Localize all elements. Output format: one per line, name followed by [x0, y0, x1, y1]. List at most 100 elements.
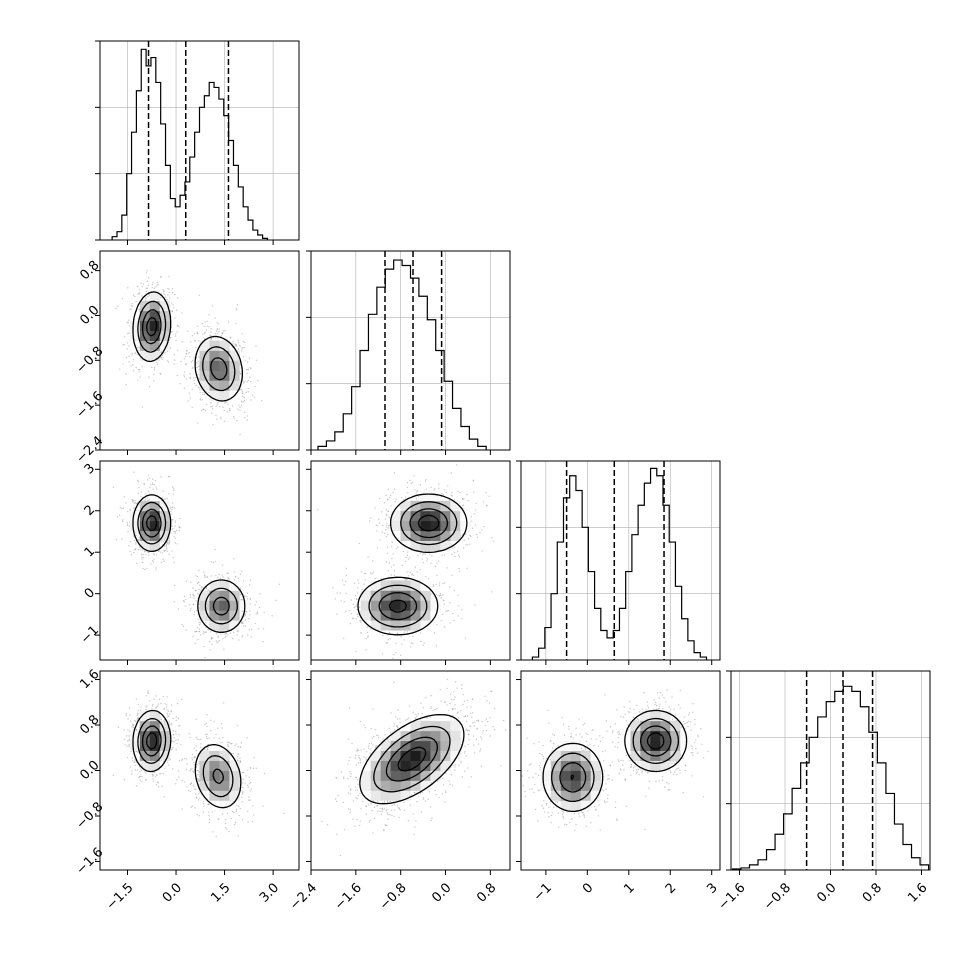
scatter-point — [194, 807, 196, 809]
scatter-point — [393, 654, 395, 656]
scatter-point — [210, 402, 212, 404]
scatter-point — [283, 812, 285, 815]
scatter-point — [139, 775, 141, 778]
scatter-point — [156, 281, 159, 284]
scatter-point — [153, 698, 155, 700]
scatter-point — [227, 577, 230, 579]
scatter-point — [206, 725, 208, 728]
scatter-point — [393, 574, 395, 577]
scatter-point — [117, 726, 120, 728]
scatter-point — [442, 594, 444, 596]
scatter-point — [128, 545, 130, 547]
scatter-point — [194, 340, 196, 342]
scatter-point — [181, 758, 184, 760]
scatter-point — [244, 613, 246, 615]
scatter-point — [218, 818, 220, 820]
scatter-point — [387, 638, 389, 641]
scatter-point — [198, 588, 200, 591]
scatter-point — [203, 805, 205, 808]
scatter-point — [238, 404, 240, 406]
scatter-point — [453, 499, 456, 501]
scatter-point — [216, 576, 219, 579]
scatter-point — [145, 272, 148, 274]
scatter-point — [246, 736, 248, 739]
scatter-point — [379, 539, 381, 541]
scatter-point — [168, 291, 171, 293]
scatter-point — [431, 555, 433, 557]
scatter-point — [221, 332, 223, 335]
scatter-point — [164, 352, 166, 354]
scatter-point — [196, 582, 199, 585]
scatter-point — [395, 548, 398, 550]
scatter-point — [224, 822, 227, 825]
scatter-point — [148, 277, 150, 279]
scatter-point — [240, 389, 242, 391]
scatter-point — [251, 820, 254, 823]
scatter-point — [245, 775, 247, 777]
scatter-point — [167, 287, 169, 290]
scatter-point — [231, 405, 234, 407]
scatter-point — [222, 576, 224, 578]
scatter-point — [155, 706, 158, 708]
scatter-point — [156, 705, 159, 707]
scatter-point — [241, 621, 244, 623]
scatter-point — [139, 779, 141, 781]
scatter-point — [242, 380, 244, 382]
scatter-point — [196, 813, 198, 816]
scatter-point — [177, 717, 180, 719]
scatter-point — [196, 778, 199, 780]
scatter-point — [210, 406, 212, 408]
scatter-point — [194, 575, 197, 577]
scatter-point — [425, 575, 427, 578]
scatter-point — [192, 587, 194, 589]
scatter-point — [466, 567, 468, 570]
scatter-point — [197, 618, 199, 620]
scatter-point — [247, 379, 250, 382]
scatter-point — [195, 718, 197, 720]
scatter-point — [388, 631, 391, 634]
scatter-point — [234, 744, 236, 747]
scatter-point — [194, 642, 196, 645]
scatter-point — [147, 554, 150, 557]
scatter-point — [241, 390, 244, 393]
scatter-point — [164, 498, 166, 500]
scatter-point — [173, 740, 175, 743]
scatter-point — [249, 598, 252, 600]
scatter-point — [254, 604, 256, 606]
scatter-point — [227, 634, 229, 636]
scatter-point — [385, 509, 387, 511]
scatter-point — [175, 739, 177, 741]
scatter-point — [126, 523, 129, 525]
scatter-point — [203, 408, 205, 411]
scatter-point — [136, 769, 139, 771]
scatter-point — [115, 538, 118, 541]
scatter-point — [134, 500, 136, 502]
scatter-point — [166, 542, 168, 545]
scatter-point — [183, 600, 186, 603]
scatter-point — [193, 597, 195, 599]
scatter-point — [188, 603, 191, 606]
scatter-point — [243, 346, 245, 349]
scatter-point — [146, 479, 149, 481]
scatter-point — [374, 577, 376, 580]
scatter-point — [405, 556, 408, 558]
scatter-point — [249, 613, 251, 616]
scatter-point — [391, 558, 393, 560]
scatter-point — [135, 300, 137, 303]
scatter-point — [121, 507, 123, 510]
scatter-point — [224, 826, 227, 829]
scatter-point — [207, 746, 209, 749]
scatter-point — [173, 561, 175, 563]
scatter-point — [237, 408, 239, 410]
scatter-point — [367, 556, 369, 558]
scatter-point — [411, 481, 414, 484]
scatter-point — [193, 332, 196, 335]
scatter-point — [260, 399, 263, 402]
scatter-point — [154, 776, 156, 778]
scatter-point — [204, 331, 206, 333]
scatter-point — [173, 307, 175, 309]
scatter-point — [412, 635, 414, 638]
scatter-point — [135, 543, 137, 545]
scatter-point — [466, 544, 469, 546]
scatter-point — [172, 746, 174, 749]
